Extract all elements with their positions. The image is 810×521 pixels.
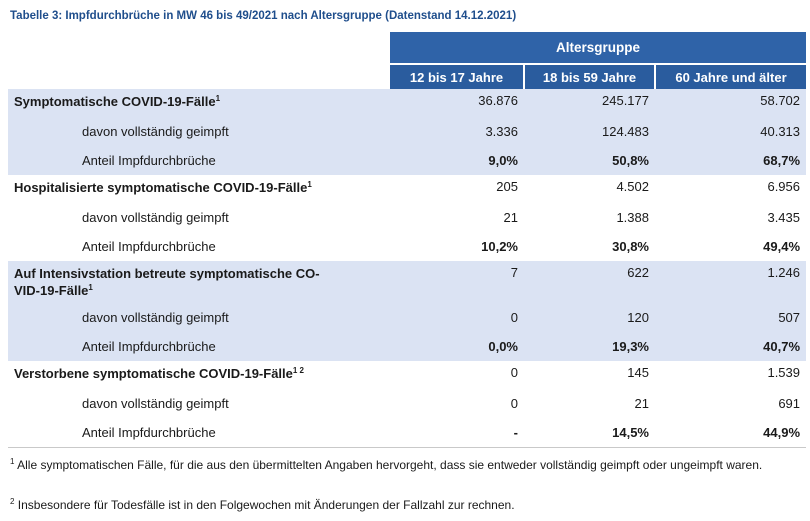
footnote-mark: 2 <box>10 497 15 506</box>
table-row: Anteil Impfdurchbrüche 9,0% 50,8% 68,7% <box>8 146 807 175</box>
cell-share: 44,9% <box>655 418 807 448</box>
header-blank <box>8 64 390 89</box>
cell-share: 19,3% <box>524 332 655 361</box>
cell-value: 1.246 <box>655 261 807 303</box>
header-age-18-59: 18 bis 59 Jahre <box>523 64 655 89</box>
table-row: Hospitalisierte symptomatische COVID-19-… <box>8 175 807 203</box>
cell-value: 58.702 <box>655 89 807 117</box>
header-age-60-plus: 60 Jahre und älter <box>653 64 807 89</box>
cell-share: 40,7% <box>655 332 807 361</box>
row-label-vaccinated: davon vollständig geimpft <box>8 117 390 146</box>
cell-share: 14,5% <box>524 418 655 448</box>
cell-value: 40.313 <box>655 117 807 146</box>
footnote-2: 2 Insbesondere für Todesfälle ist in den… <box>10 497 515 513</box>
row-label-vaccinated: davon vollständig geimpft <box>8 303 390 332</box>
table-row: Verstorbene symptomatische COVID-19-Fäll… <box>8 361 807 389</box>
cell-value: 21 <box>524 389 655 418</box>
header-age-group: Altersgruppe <box>390 32 807 65</box>
table-row: Anteil Impfdurchbrüche - 14,5% 44,9% <box>8 418 807 448</box>
footnote-mark: 1 <box>10 457 15 466</box>
cell-share: 10,2% <box>390 232 524 261</box>
table-row: Anteil Impfdurchbrüche 0,0% 19,3% 40,7% <box>8 332 807 361</box>
cell-value: 0 <box>390 303 524 332</box>
cell-value: 507 <box>655 303 807 332</box>
table-row: davon vollständig geimpft 3.336 124.483 … <box>8 117 807 146</box>
cell-value: 3.336 <box>390 117 524 146</box>
table-row: Anteil Impfdurchbrüche 10,2% 30,8% 49,4% <box>8 232 807 261</box>
cell-value: 3.435 <box>655 203 807 232</box>
row-label: Auf Intensivstation betreute symptomatis… <box>8 261 390 303</box>
cell-value: 245.177 <box>524 89 655 117</box>
table-row: davon vollständig geimpft 0 120 507 <box>8 303 807 332</box>
header-age-12-17: 12 bis 17 Jahre <box>390 64 524 89</box>
table-caption: Tabelle 3: Impfdurchbrüche in MW 46 bis … <box>10 10 517 22</box>
cell-share: 68,7% <box>655 146 807 175</box>
row-label-share: Anteil Impfdurchbrüche <box>8 146 390 175</box>
cell-value: 0 <box>390 389 524 418</box>
cell-value: 205 <box>390 175 524 203</box>
cell-value: 124.483 <box>524 117 655 146</box>
table-row: davon vollständig geimpft 21 1.388 3.435 <box>8 203 807 232</box>
cell-share: 0,0% <box>390 332 524 361</box>
vaccine-breakthrough-table: Altersgruppe 12 bis 17 Jahre 18 bis 59 J… <box>8 32 807 448</box>
cell-value: 622 <box>524 261 655 303</box>
row-label-vaccinated: davon vollständig geimpft <box>8 389 390 418</box>
row-label-vaccinated: davon vollständig geimpft <box>8 203 390 232</box>
cell-share: 30,8% <box>524 232 655 261</box>
row-label-share: Anteil Impfdurchbrüche <box>8 232 390 261</box>
row-label: Hospitalisierte symptomatische COVID-19-… <box>8 175 390 203</box>
cell-value: 4.502 <box>524 175 655 203</box>
table-row: davon vollständig geimpft 0 21 691 <box>8 389 807 418</box>
cell-value: 691 <box>655 389 807 418</box>
cell-value: 6.956 <box>655 175 807 203</box>
cell-value: 120 <box>524 303 655 332</box>
header-blank <box>8 32 390 64</box>
row-label: Symptomatische COVID-19-Fälle1 <box>8 89 390 117</box>
cell-share: - <box>390 418 524 448</box>
cell-value: 145 <box>524 361 655 389</box>
row-label-share: Anteil Impfdurchbrüche <box>8 332 390 361</box>
cell-value: 0 <box>390 361 524 389</box>
cell-value: 36.876 <box>390 89 524 117</box>
cell-share: 50,8% <box>524 146 655 175</box>
row-label: Verstorbene symptomatische COVID-19-Fäll… <box>8 361 390 389</box>
cell-value: 21 <box>390 203 524 232</box>
cell-share: 9,0% <box>390 146 524 175</box>
table-row: Symptomatische COVID-19-Fälle1 36.876 24… <box>8 89 807 117</box>
row-label-share: Anteil Impfdurchbrüche <box>8 418 390 448</box>
cell-value: 1.539 <box>655 361 807 389</box>
footnote-1: 1 Alle symptomatischen Fälle, für die au… <box>10 457 763 473</box>
cell-share: 49,4% <box>655 232 807 261</box>
cell-value: 7 <box>390 261 524 303</box>
cell-value: 1.388 <box>524 203 655 232</box>
table-row: Auf Intensivstation betreute symptomatis… <box>8 261 807 303</box>
